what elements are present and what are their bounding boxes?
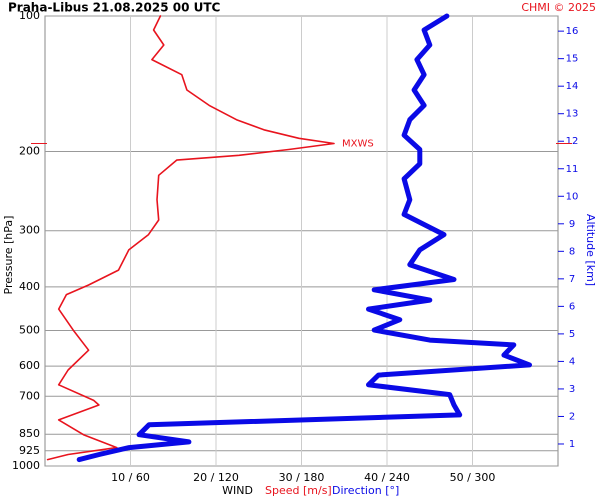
y2-tick-label: 15	[566, 54, 579, 65]
series-line	[76, 13, 532, 463]
y2-tick-label: 2	[569, 411, 575, 422]
y2-axis-label: Altitude [km]	[584, 214, 597, 286]
y2-tick-label: 7	[569, 274, 575, 285]
legend-entry: Direction [°]	[332, 484, 399, 497]
y2-tick-label: 16	[566, 26, 579, 37]
y-tick-label: 850	[19, 427, 40, 440]
y2-tick-label: 5	[569, 329, 575, 340]
legend-entry: Speed [m/s]	[265, 484, 332, 497]
y2-tick-label: 10	[566, 191, 579, 202]
y2-tick-label: 14	[566, 81, 579, 92]
y2-tick-label: 6	[569, 301, 575, 312]
y2-tick-label: 1	[569, 439, 575, 450]
y-tick-label: 400	[19, 280, 40, 293]
y-tick-label: 200	[19, 144, 40, 157]
y-tick-label: 1000	[12, 459, 40, 472]
series-line	[46, 15, 335, 461]
y-tick-label: 600	[19, 359, 40, 372]
y2-tick-label: 12	[566, 136, 579, 147]
x-tick-label: 40 / 240	[364, 471, 410, 484]
y2-tick-label: 3	[569, 384, 575, 395]
y2-tick-label: 11	[566, 164, 579, 175]
y2-tick-label: 9	[569, 219, 575, 230]
y-tick-label: 100	[19, 9, 40, 22]
y2-tick-label: 4	[569, 356, 575, 367]
annotation: MXWS	[342, 138, 374, 149]
x-tick-label: 50 / 300	[450, 471, 496, 484]
x-tick-label: 10 / 60	[111, 471, 150, 484]
x-tick-label: 30 / 180	[279, 471, 325, 484]
y-tick-label: 925	[19, 444, 40, 457]
y-axis-label: Pressure [hPa]	[2, 216, 15, 295]
y-tick-label: 500	[19, 324, 40, 337]
y2-tick-label: 8	[569, 246, 575, 257]
x-tick-label: 20 / 120	[193, 471, 239, 484]
x-axis-label: WIND	[222, 484, 253, 497]
y2-tick-label: 13	[566, 109, 579, 120]
y-tick-label: 300	[19, 224, 40, 237]
y-tick-label: 700	[19, 389, 40, 402]
credit: CHMI © 2025	[521, 1, 596, 14]
chart-title: Praha-Libus 21.08.2025 00 UTC	[8, 1, 221, 15]
